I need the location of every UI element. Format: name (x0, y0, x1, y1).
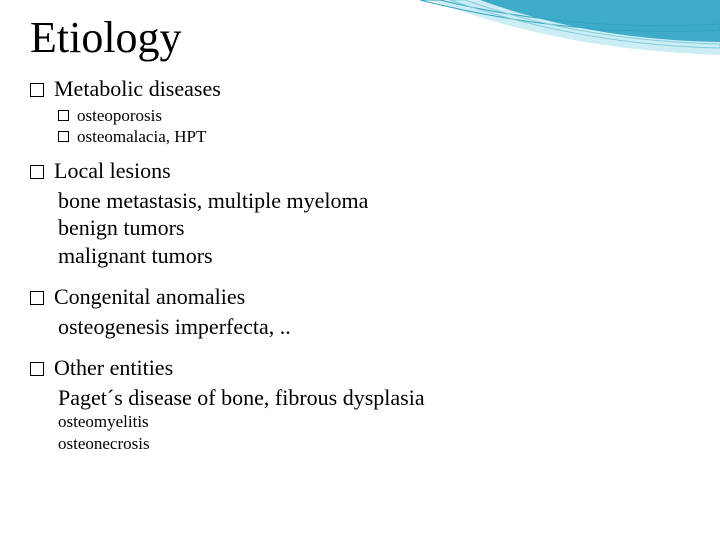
body-line: Paget´s disease of bone, fibrous dysplas… (58, 384, 690, 412)
section-other: Other entities Paget´s disease of bone, … (30, 354, 690, 455)
sub-item-text: osteomalacia, HPT (77, 127, 206, 146)
slide-content: Etiology Metabolic diseases osteoporosis… (0, 0, 720, 540)
square-bullet-icon (30, 83, 44, 97)
section-head: Metabolic diseases (30, 75, 690, 103)
small-line: osteonecrosis (58, 433, 690, 455)
section-head-text: Metabolic diseases (54, 76, 221, 101)
square-bullet-icon (30, 165, 44, 179)
section-metabolic: Metabolic diseases osteoporosis osteomal… (30, 75, 690, 147)
section-congenital: Congenital anomalies osteogenesis imperf… (30, 283, 690, 340)
section-head-text: Local lesions (54, 158, 171, 183)
body-line: malignant tumors (58, 242, 690, 270)
slide-title: Etiology (30, 12, 690, 63)
body-line: bone metastasis, multiple myeloma (58, 187, 690, 215)
square-bullet-icon (30, 291, 44, 305)
body-line: benign tumors (58, 214, 690, 242)
square-bullet-icon (58, 131, 69, 142)
sub-item-text: osteoporosis (77, 106, 162, 125)
square-bullet-icon (58, 110, 69, 121)
section-head-text: Congenital anomalies (54, 284, 245, 309)
sub-item: osteomalacia, HPT (58, 126, 690, 147)
body-line: osteogenesis imperfecta, .. (58, 313, 690, 341)
section-head: Local lesions (30, 157, 690, 185)
square-bullet-icon (30, 362, 44, 376)
sub-item: osteoporosis (58, 105, 690, 126)
section-head: Congenital anomalies (30, 283, 690, 311)
small-line: osteomyelitis (58, 411, 690, 433)
section-head-text: Other entities (54, 355, 173, 380)
section-head: Other entities (30, 354, 690, 382)
section-local-lesions: Local lesions bone metastasis, multiple … (30, 157, 690, 269)
